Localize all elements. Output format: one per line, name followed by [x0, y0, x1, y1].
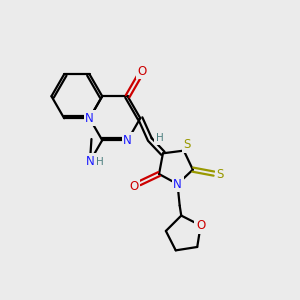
Text: H: H	[155, 133, 163, 143]
Text: S: S	[183, 138, 191, 152]
Text: S: S	[217, 168, 224, 181]
Text: N: N	[123, 134, 132, 147]
Text: N: N	[85, 155, 94, 168]
Text: O: O	[196, 219, 205, 232]
Text: O: O	[137, 65, 147, 78]
Text: N: N	[173, 178, 182, 190]
Text: O: O	[129, 179, 138, 193]
Text: H: H	[96, 157, 104, 167]
Text: N: N	[85, 112, 94, 125]
